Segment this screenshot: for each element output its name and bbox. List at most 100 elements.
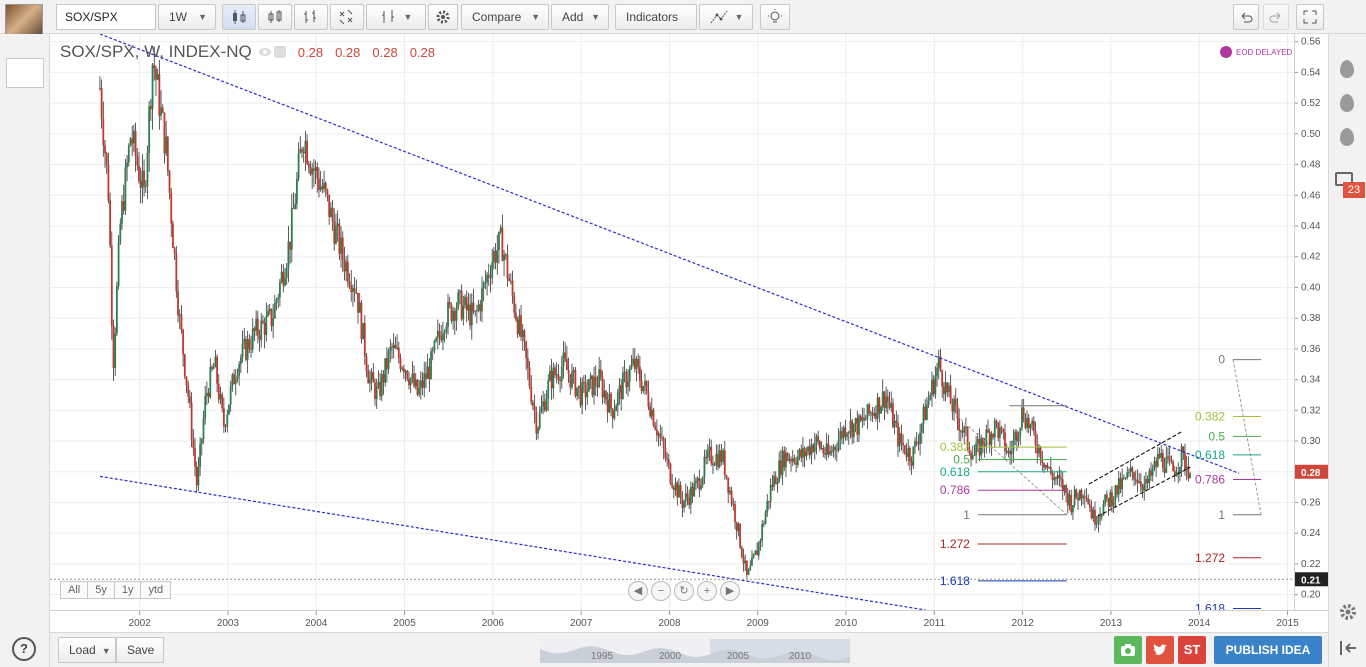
candle-body bbox=[170, 192, 173, 224]
fullscreen-button[interactable] bbox=[1296, 4, 1324, 30]
candle-body bbox=[854, 418, 857, 424]
x-tick-label: 2007 bbox=[570, 618, 593, 629]
candle-body bbox=[1070, 494, 1073, 513]
candles-style-button[interactable] bbox=[222, 4, 256, 30]
candle-body bbox=[705, 456, 708, 459]
candle-body bbox=[1087, 498, 1090, 505]
range-selector: All 5y 1y ytd bbox=[60, 581, 172, 599]
candle-body bbox=[1015, 431, 1018, 442]
drawing-tools-button[interactable]: ▼ bbox=[699, 4, 753, 30]
candle-body bbox=[277, 297, 280, 301]
candle-body bbox=[1058, 474, 1061, 478]
candle-body bbox=[1014, 431, 1017, 440]
add-button[interactable]: Add ▼ bbox=[551, 4, 609, 30]
candle-body bbox=[747, 569, 750, 575]
candle-body bbox=[104, 145, 106, 154]
candle-body bbox=[312, 168, 315, 171]
candle-body bbox=[1172, 461, 1174, 471]
candle-body bbox=[292, 208, 295, 210]
candle-body bbox=[1049, 467, 1052, 474]
range-5y-button[interactable]: 5y bbox=[88, 582, 115, 598]
stocktwits-button[interactable]: ST bbox=[1178, 636, 1206, 664]
y-tick-label: 0.50 bbox=[1301, 129, 1321, 140]
candle-body bbox=[299, 149, 302, 154]
save-button[interactable]: Save bbox=[116, 637, 164, 663]
heikin-ashi-icon bbox=[339, 9, 353, 25]
chart-pane[interactable]: 0.382 0.5 0.618 0.786 1 1.272 1.618 0 0.382 0.5 0.… bbox=[50, 33, 1294, 615]
redo-button[interactable] bbox=[1263, 4, 1289, 30]
ideas-button[interactable] bbox=[760, 4, 790, 30]
candle-body bbox=[272, 318, 275, 327]
undo-button[interactable] bbox=[1233, 4, 1259, 30]
range-ytd-button[interactable]: ytd bbox=[148, 584, 164, 596]
y-tick-label: 0.44 bbox=[1301, 221, 1321, 232]
candle-body bbox=[224, 426, 227, 428]
candle-body bbox=[194, 448, 196, 467]
load-button[interactable]: Load ▼ bbox=[58, 637, 116, 663]
symbol-input[interactable]: SOX/SPX bbox=[56, 4, 156, 30]
reset-icon[interactable]: ↻ bbox=[674, 581, 694, 601]
range-all-button[interactable]: All bbox=[61, 582, 89, 598]
candle-body bbox=[822, 448, 825, 454]
candle-body bbox=[129, 138, 132, 146]
price-chart[interactable]: 0.3820.50.6180.78611.2721.61800.3820.50.… bbox=[50, 33, 1294, 615]
candle-body bbox=[1107, 497, 1110, 507]
drawing-tool-slot[interactable] bbox=[6, 58, 44, 88]
compare-button[interactable]: Compare ▼ bbox=[461, 4, 549, 30]
candle-body bbox=[885, 396, 888, 409]
candle-body bbox=[961, 430, 964, 433]
scroll-right-icon[interactable]: ▶ bbox=[720, 581, 740, 601]
candle-body bbox=[109, 200, 112, 246]
collapse-panel-icon[interactable] bbox=[1338, 638, 1358, 658]
price-axis[interactable]: 0.20 0.22 0.24 0.26 0.28 0.30 0.32 0.34 0.36 0.38… bbox=[1294, 34, 1329, 610]
candle-body bbox=[1177, 472, 1180, 474]
candle-body bbox=[586, 391, 589, 398]
indicators-button[interactable]: Indicators bbox=[615, 4, 697, 30]
candle-body bbox=[742, 556, 745, 564]
candle-body bbox=[910, 461, 913, 466]
more-styles-button[interactable]: ▼ bbox=[366, 4, 426, 30]
candle-body bbox=[270, 308, 273, 327]
candle-body bbox=[1022, 407, 1025, 420]
candle-body bbox=[841, 431, 843, 439]
candle-body bbox=[565, 358, 568, 370]
candle-body bbox=[931, 379, 933, 395]
candle-body bbox=[642, 385, 645, 392]
candle-body bbox=[1034, 431, 1037, 446]
candle-body bbox=[379, 381, 381, 397]
series-legend: SOX/SPX, W, INDEX-NQ 0.28 0.28 0.28 0.28 bbox=[60, 42, 435, 62]
hollow-candles-button[interactable] bbox=[258, 4, 292, 30]
bars-style-button[interactable] bbox=[294, 4, 328, 30]
candle-body bbox=[369, 379, 371, 384]
flame-icon[interactable] bbox=[1340, 94, 1354, 112]
lightbulb-icon bbox=[768, 9, 782, 23]
snapshot-button[interactable] bbox=[1114, 636, 1142, 664]
settings-button[interactable] bbox=[428, 4, 458, 30]
candle-body bbox=[355, 292, 358, 294]
interval-select[interactable]: 1W ▼ bbox=[158, 4, 216, 30]
tweet-button[interactable] bbox=[1146, 636, 1174, 664]
range-1y-button[interactable]: 1y bbox=[115, 582, 142, 598]
candle-body bbox=[382, 374, 385, 383]
candle-body bbox=[622, 372, 624, 400]
zoom-out-icon[interactable]: − bbox=[651, 581, 671, 601]
candle-body bbox=[394, 344, 397, 349]
flame-icon[interactable] bbox=[1340, 128, 1354, 146]
candle-body bbox=[633, 358, 636, 369]
gear-icon[interactable] bbox=[1338, 602, 1358, 622]
scroll-left-icon[interactable]: ◀ bbox=[628, 581, 648, 601]
candle-body bbox=[148, 106, 151, 153]
candle-body bbox=[757, 542, 760, 556]
time-axis[interactable]: 2002 2003 2004 2005 2006 2007 2008 2009 2010 2011… bbox=[50, 610, 1328, 632]
zoom-in-icon[interactable]: + bbox=[697, 581, 717, 601]
publish-idea-button[interactable]: PUBLISH IDEA bbox=[1214, 636, 1322, 664]
candle-body bbox=[182, 329, 185, 355]
time-navigator[interactable]: 1995 2000 2005 2010 bbox=[540, 639, 850, 663]
help-button[interactable]: ? bbox=[12, 637, 36, 661]
heikin-ashi-button[interactable] bbox=[330, 4, 364, 30]
candle-body bbox=[1027, 417, 1030, 429]
hotlist-icon[interactable] bbox=[1340, 60, 1354, 78]
candle-body bbox=[912, 446, 915, 466]
candle-body bbox=[878, 397, 881, 414]
visibility-eye-icon[interactable] bbox=[258, 45, 286, 59]
